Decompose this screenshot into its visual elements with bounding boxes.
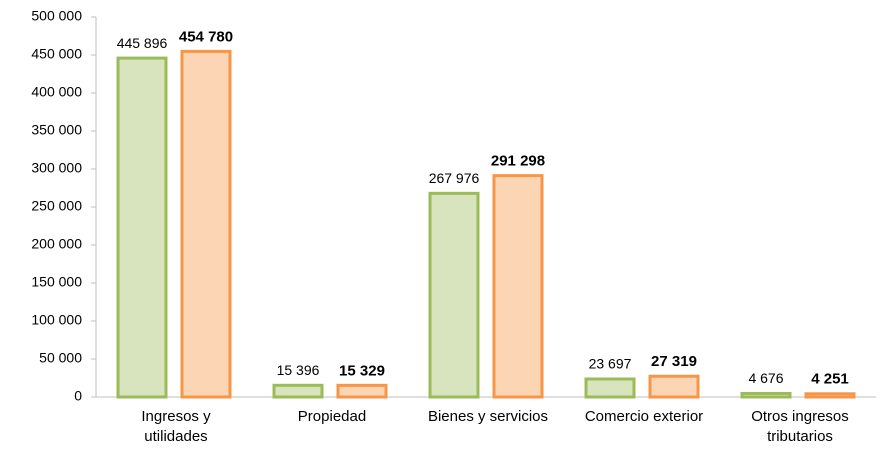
y-tick-label: 400 000 (31, 84, 82, 100)
bar (336, 383, 388, 399)
x-tick-label: Otros ingresos tributarios (751, 408, 849, 445)
value-label: 4 676 (748, 370, 783, 386)
value-label: 15 396 (277, 362, 320, 378)
bar (428, 191, 480, 399)
x-tick-label: Bienes y servicios (427, 408, 549, 425)
x-tick-label: Propiedad (297, 408, 367, 425)
y-tick-label: 300 000 (31, 160, 82, 176)
y-tick-label: 250 000 (31, 198, 82, 214)
y-tick-label: 150 000 (31, 274, 82, 290)
x-tick-label: Comercio exterior (584, 408, 704, 425)
y-tick-label: 0 (74, 388, 82, 404)
value-label: 15 329 (339, 362, 385, 379)
bar (804, 392, 856, 399)
bar (584, 377, 636, 399)
y-tick-label: 200 000 (31, 236, 82, 252)
y-tick-label: 350 000 (31, 122, 82, 138)
bar (272, 383, 324, 399)
bar (648, 374, 700, 399)
y-tick-label: 450 000 (31, 46, 82, 62)
value-label: 23 697 (589, 356, 632, 372)
y-tick-label: 500 000 (31, 8, 82, 24)
value-label: 454 780 (179, 28, 233, 45)
x-tick-label: Ingresos y utilidades (141, 408, 211, 445)
bar (116, 56, 168, 399)
value-label: 4 251 (811, 371, 849, 388)
value-label: 27 319 (651, 353, 697, 370)
value-label: 291 298 (491, 153, 545, 170)
y-tick-label: 50 000 (39, 350, 82, 366)
value-label: 445 896 (117, 35, 168, 51)
bar (492, 174, 544, 399)
y-tick-label: 100 000 (31, 312, 82, 328)
bar (180, 49, 232, 399)
bar (740, 391, 792, 399)
value-label: 267 976 (429, 170, 480, 186)
